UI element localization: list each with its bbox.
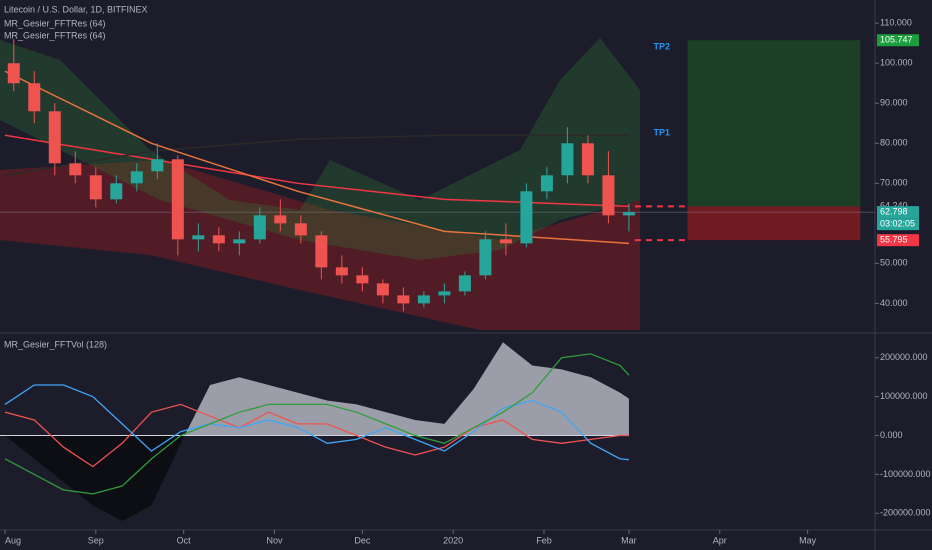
volume-area [4, 342, 629, 436]
x-tick-label: Sep [88, 535, 104, 545]
indicator-legend: MR_Gesier_FFTRes (64) [4, 18, 106, 28]
y-tick-label: 100.000 [880, 58, 913, 68]
candle-body [479, 239, 492, 276]
stop-zone [687, 206, 861, 241]
candle-body [602, 175, 615, 216]
price-badge-label: 55.795 [880, 235, 908, 245]
x-tick-label: Feb [536, 535, 552, 545]
candle-body [233, 239, 246, 244]
y-tick-label: 80.000 [880, 138, 908, 148]
x-tick-label: Mar [621, 535, 637, 545]
candle-body [376, 283, 389, 296]
chart-title: Litecoin / U.S. Dollar, 1D, BITFINEX [4, 4, 148, 14]
candle-body [622, 212, 635, 216]
candle-body [581, 143, 594, 176]
x-tick-label: Nov [266, 535, 283, 545]
x-tick-label: May [799, 535, 817, 545]
candle-body [397, 295, 410, 304]
indicator-line [4, 353, 630, 495]
x-tick-label: Aug [5, 535, 21, 545]
candle-body [110, 183, 123, 200]
candle-body [130, 171, 143, 184]
price-badge [877, 206, 919, 219]
y-tick-label: -200000.000 [880, 508, 931, 518]
y-tick-label: 40.000 [880, 298, 908, 308]
candle-body [151, 159, 164, 172]
price-badge-label: 105.747 [880, 35, 913, 45]
y-tick-label: 110.000 [880, 18, 912, 28]
candle-body [438, 291, 451, 296]
price-badge-label: 03:02:05 [880, 219, 915, 229]
price-badge [877, 234, 919, 247]
price-badge-label: 64.240 [880, 201, 908, 211]
y-tick-label: -100000.000 [880, 469, 931, 479]
candle-body [48, 111, 61, 164]
candle-body [274, 215, 287, 224]
indicator-cloud [0, 38, 640, 260]
candle-body [28, 83, 41, 112]
indicator-line [4, 384, 629, 461]
candle-body [212, 235, 225, 244]
candle-body [458, 275, 471, 292]
candle-body [499, 239, 512, 244]
tp-label: TP1 [654, 128, 671, 138]
y-tick-label: 90.000 [880, 98, 908, 108]
candle-body [540, 175, 553, 192]
candle-body [315, 235, 328, 268]
candle-body [192, 235, 205, 240]
candle-body [7, 63, 20, 84]
candle-body [89, 175, 102, 200]
indicator-line [4, 403, 629, 468]
indicator-legend: MR_Gesier_FFTRes (64) [4, 30, 106, 40]
price-badge [877, 218, 919, 231]
candle-body [69, 163, 82, 176]
candle-body [171, 159, 184, 240]
x-tick-label: Apr [713, 535, 727, 545]
target-zone [687, 40, 861, 207]
price-badge-label: 62.798 [880, 207, 908, 217]
candle-body [335, 267, 348, 276]
x-tick-label: Dec [354, 535, 371, 545]
candle-body [253, 215, 266, 240]
y-tick-label: 50.000 [880, 258, 908, 268]
volume-area-negative [4, 435, 185, 522]
candle-body [561, 143, 574, 176]
y-tick-label: 100000.000 [880, 391, 928, 401]
indicator-legend: MR_Gesier_FFTVol (128) [4, 339, 107, 349]
candle-body [417, 295, 430, 304]
x-tick-label: Oct [177, 535, 192, 545]
y-tick-label: 70.000 [880, 178, 908, 188]
candle-body [294, 223, 307, 236]
y-tick-label: 200000.000 [880, 352, 928, 362]
indicator-line [4, 134, 629, 177]
candle-body [520, 191, 533, 244]
x-tick-label: 2020 [443, 535, 463, 545]
tp-label: TP2 [654, 42, 671, 52]
candle-body [356, 275, 369, 284]
indicator-line [4, 134, 629, 208]
price-badge [877, 34, 919, 47]
y-tick-label: 0.000 [880, 430, 903, 440]
